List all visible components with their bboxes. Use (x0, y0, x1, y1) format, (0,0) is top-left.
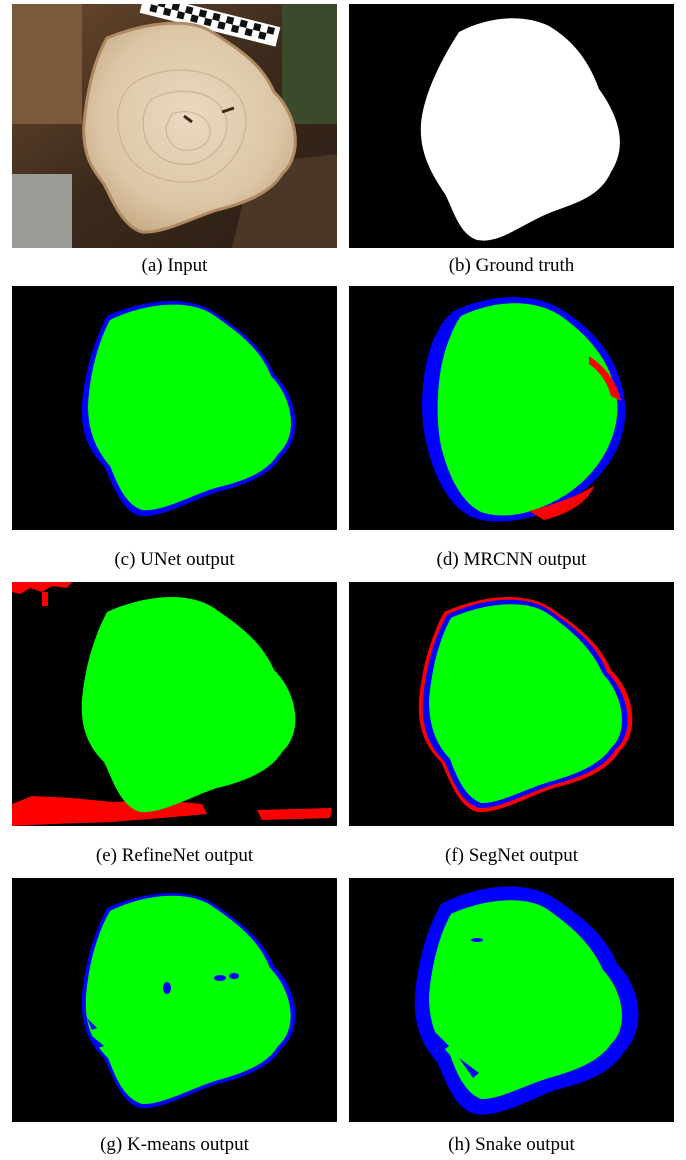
caption-c: (c) UNet output (114, 549, 235, 570)
caption-d: (d) MRCNN output (436, 549, 587, 570)
ground-truth-mask (349, 4, 674, 248)
scale-bar (139, 4, 281, 47)
segnet-output (349, 582, 674, 826)
caption-b: (b) Ground truth (448, 255, 575, 276)
caption-f: (f) SegNet output (445, 845, 578, 866)
caption-h: (h) Snake output (448, 1134, 575, 1155)
kmeans-output (12, 878, 337, 1122)
refinenet-output (12, 582, 337, 826)
caption-e: (e) RefineNet output (95, 845, 254, 866)
snake-output (349, 878, 674, 1122)
input-image (12, 4, 337, 248)
mrcnn-output (349, 286, 674, 530)
caption-g: (g) K-means output (100, 1134, 249, 1155)
unet-output (12, 286, 337, 530)
caption-a: (a) Input (141, 255, 208, 276)
